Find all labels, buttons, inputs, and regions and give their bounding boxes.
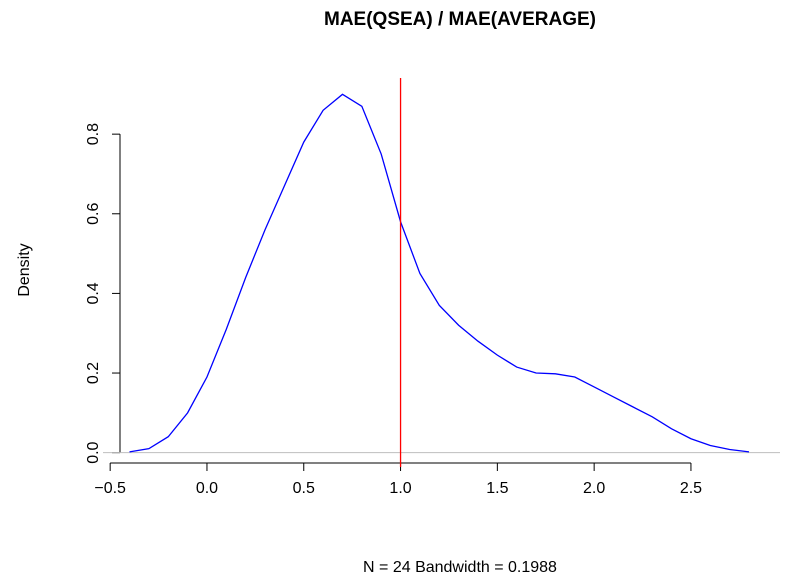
y-tick-label: 0.6 (85, 203, 102, 225)
y-tick-label: 0.2 (85, 362, 102, 384)
x-tick-label: 1.5 (486, 480, 508, 497)
x-tick-label: 1.0 (389, 480, 411, 497)
x-axis-label: N = 24 Bandwidth = 0.1988 (363, 559, 557, 576)
y-tick-label: 0.4 (85, 282, 102, 304)
chart-title: MAE(QSEA) / MAE(AVERAGE) (324, 9, 596, 30)
x-tick-label: 2.5 (680, 480, 702, 497)
density-curve (129, 93, 750, 453)
x-tick-label: 2.0 (583, 480, 605, 497)
x-tick-label: 0.0 (196, 480, 218, 497)
x-tick-label: 0.5 (293, 480, 315, 497)
y-tick-label: 0.0 (85, 441, 102, 463)
y-axis-label: Density (16, 243, 33, 296)
y-tick-label: 0.8 (85, 123, 102, 145)
x-tick-label: −0.5 (94, 480, 126, 497)
